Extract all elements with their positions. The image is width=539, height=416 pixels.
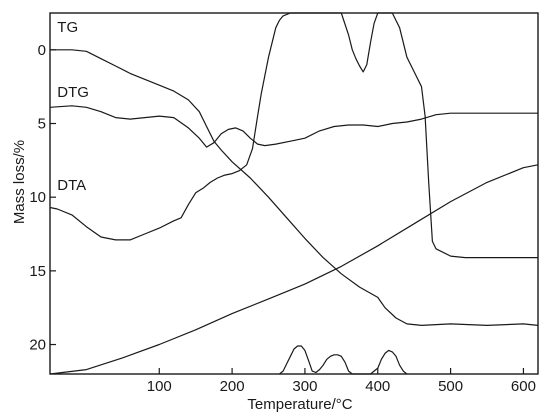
unnamed-3-curve (49, 164, 539, 375)
x-tick-label: 100 (147, 378, 172, 395)
y-tick-label: 15 (29, 263, 46, 280)
x-tick-label: 500 (438, 378, 463, 395)
dtg-label: DTG (57, 84, 89, 101)
tg-curve (50, 49, 539, 326)
series-labels: TG DTG DTA (57, 19, 89, 194)
y-tick-label: 20 (29, 337, 46, 354)
x-axis-ticks: 100 200 300 400 500 600 (147, 368, 536, 395)
y-tick-label: 10 (29, 189, 46, 206)
dta-curve (49, 12, 538, 259)
x-tick-label: 300 (292, 378, 317, 395)
x-tick-label: 600 (511, 378, 536, 395)
dta-label: DTA (57, 177, 86, 194)
curves (49, 12, 539, 375)
y-tick-label: 5 (38, 116, 46, 133)
x-tick-label: 400 (365, 378, 390, 395)
unnamed-4-curve (279, 345, 408, 375)
x-tick-label: 200 (220, 378, 245, 395)
x-axis-title: Temperature/°C (247, 396, 352, 413)
y-tick-label: 0 (38, 42, 46, 59)
dtg-curve (49, 105, 538, 148)
y-axis-title: Mass loss/% (11, 140, 28, 224)
tg-label: TG (57, 19, 78, 36)
y-axis-ticks: 0 5 10 15 20 (29, 42, 56, 354)
